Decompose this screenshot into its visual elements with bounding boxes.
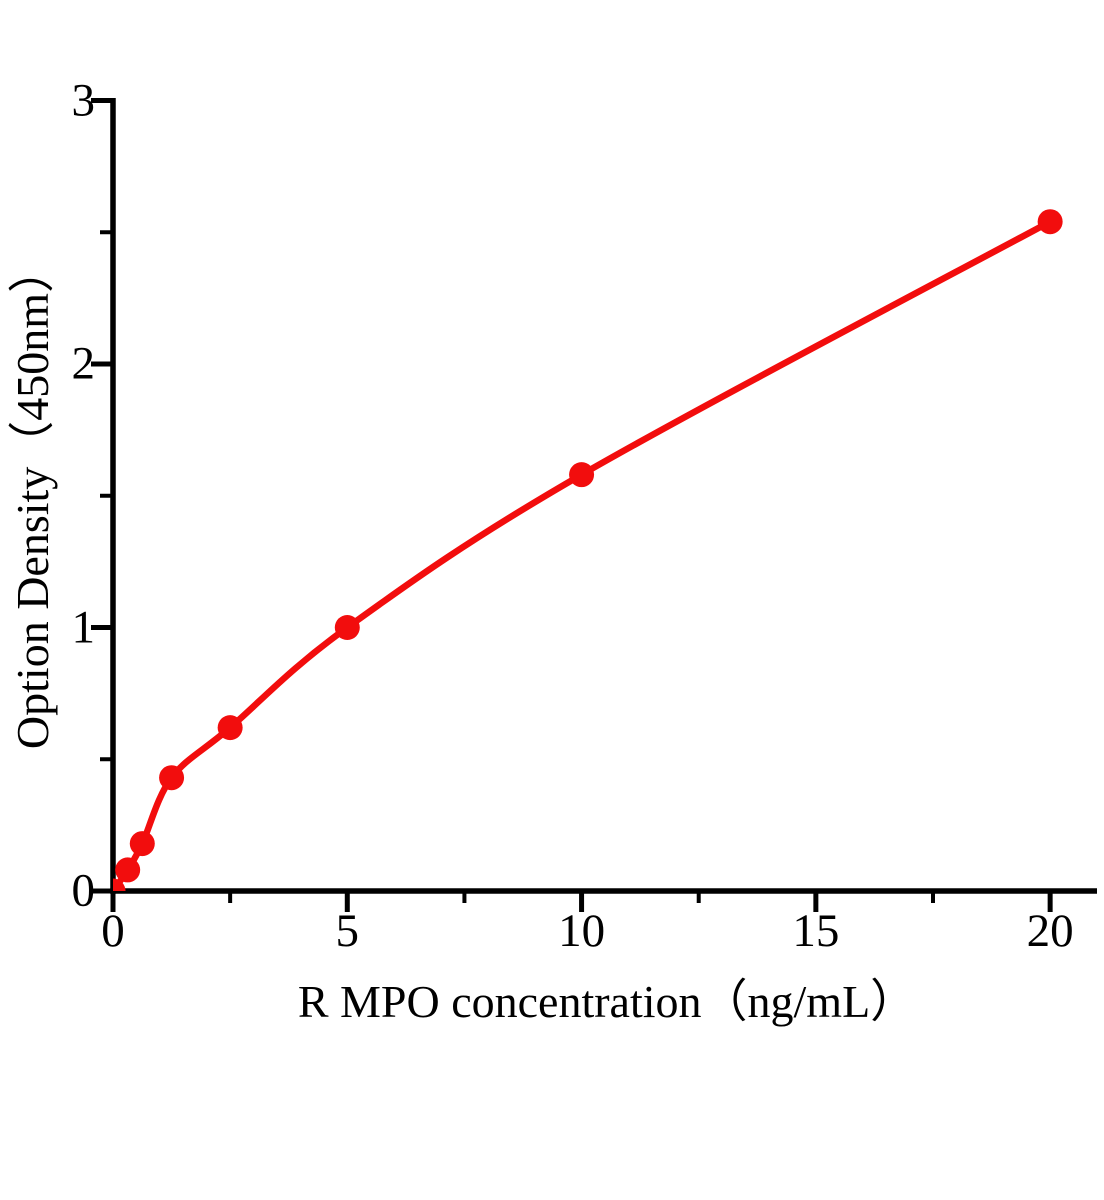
data-point <box>113 878 126 891</box>
x-tick-label: 10 <box>558 905 606 957</box>
data-point <box>129 831 155 857</box>
data-point <box>159 765 185 791</box>
y-tick-label: 3 <box>71 74 96 126</box>
y-axis-title: Option Density（450nm） <box>7 246 58 750</box>
y-tick-label: 1 <box>71 601 96 653</box>
data-point <box>334 615 360 640</box>
y-tick-label: 2 <box>71 337 96 390</box>
data-point <box>217 715 243 741</box>
x-axis-title: R MPO concentration（ng/mL） <box>297 976 917 1027</box>
x-tick-label: 0 <box>101 905 125 957</box>
y-tick-label: 0 <box>71 864 96 917</box>
x-tick-label: 15 <box>792 905 840 957</box>
x-tick-label: 5 <box>335 905 360 957</box>
x-tick-label: 20 <box>1026 905 1074 957</box>
data-point <box>115 857 141 883</box>
data-point <box>569 462 595 488</box>
data-point <box>1037 209 1063 235</box>
fit-curve <box>113 218 1054 891</box>
